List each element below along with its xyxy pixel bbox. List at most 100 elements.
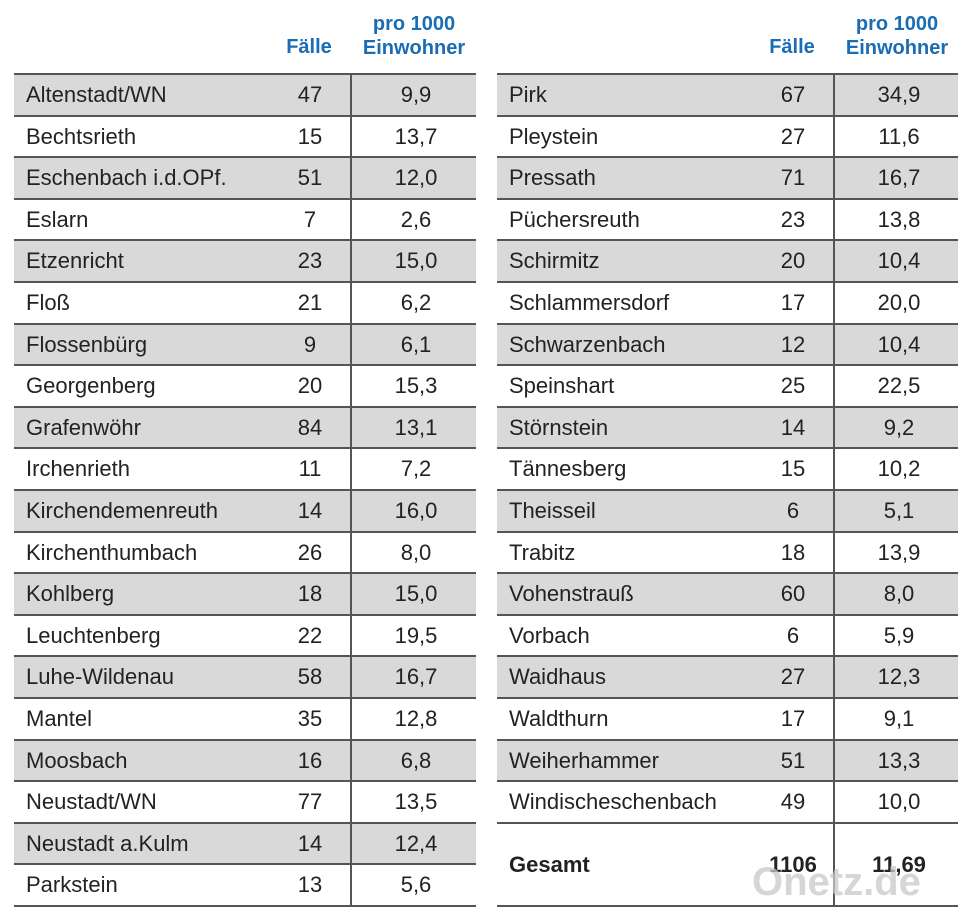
per-1000: 10,2 [877,456,921,482]
cases: 11 [298,456,322,482]
table-row: Pressath 71 16,7 [497,158,958,200]
table-row: Grafenwöhr 84 13,1 [14,407,476,450]
municipality: Püchersreuth [509,206,640,232]
per-1000: 13,9 [877,539,921,565]
per-1000: 13,7 [394,123,438,149]
municipality: Irchenrieth [26,456,130,482]
municipality: Eslarn [26,206,89,232]
per-1000: 8,0 [400,539,432,565]
cases: 51 [780,747,806,773]
cases: 27 [780,664,806,690]
cases: 22 [297,622,323,648]
table-row: Waidhaus 27 12,3 [497,657,958,699]
cases: 14 [780,414,806,440]
municipality: Pirk [509,82,547,107]
municipality: Luhe-Wildenau [26,664,174,690]
municipality: Waldthurn [509,706,609,731]
table-row: Moosbach 16 6,8 [14,740,476,783]
table-row: Neustadt/WN 77 13,5 [14,782,476,824]
municipality: Schirmitz [509,248,600,274]
cases: 18 [297,581,323,607]
cases: 26 [297,539,323,565]
total-cases: 1106 [769,851,817,877]
per-1000: 5,6 [400,872,432,898]
per-1000: 9,1 [883,706,915,731]
municipality: Pleystein [509,123,599,149]
municipality: Floß [26,290,70,315]
municipality: Altenstadt/WN [26,82,167,107]
cases: 58 [297,664,323,690]
table-row: Tännesberg 15 10,2 [497,449,958,491]
cases: 12 [780,331,806,357]
municipality: Weiherhammer [509,747,659,773]
per-1000: 15,0 [394,248,438,274]
municipality: Eschenbach i.d.OPf. [26,165,227,191]
per-1000: 13,5 [394,789,438,815]
total-label: Gesamt [509,851,590,877]
table-row: Floß 21 6,2 [14,283,476,325]
per-1000: 12,4 [394,830,438,856]
table-row: Bechtsrieth 15 13,7 [14,116,476,159]
per-1000: 22,5 [877,373,921,399]
per-1000: 7,2 [400,456,432,482]
cases: 20 [780,248,806,274]
cases: 27 [780,123,806,149]
cases: 60 [780,581,806,607]
table-row: Flossenbürg 9 6,1 [14,324,476,367]
per-1000: 10,0 [877,789,921,815]
municipality: Grafenwöhr [26,414,141,440]
cases: 25 [780,373,806,399]
cases: 20 [297,373,323,399]
municipality: Schwarzenbach [509,331,666,357]
column-divider [833,75,835,907]
municipality: Pressath [509,165,596,191]
cases: 17 [780,706,806,731]
total-row: Gesamt 1106 11,69 [497,823,958,907]
municipality: Flossenbürg [26,331,148,357]
header-pro: pro 1000 [372,13,456,35]
municipality: Kirchendemenreuth [26,498,219,523]
table-row: Schlammersdorf 17 20,0 [497,283,958,325]
table-row: Eslarn 7 2,6 [14,199,476,242]
municipality: Störnstein [509,414,609,440]
table-row: Kirchenthumbach 26 8,0 [14,532,476,575]
per-1000: 19,5 [394,622,438,648]
per-1000: 15,0 [394,581,438,607]
municipality: Theisseil [509,498,596,523]
cases: 23 [780,206,806,232]
table-row: Störnstein 14 9,2 [497,407,958,450]
table-row: Waldthurn 17 9,1 [497,699,958,741]
per-1000: 5,1 [883,498,915,523]
table-row: Vorbach 6 5,9 [497,615,958,658]
table-row: Pirk 67 34,9 [497,75,958,117]
per-1000: 13,8 [877,206,921,232]
municipality: Tännesberg [509,456,627,482]
cases: 35 [297,706,323,731]
cases: 84 [297,414,323,440]
municipality: Windischeschenbach [509,789,717,815]
per-1000: 13,1 [394,414,438,440]
municipality: Georgenberg [26,373,156,399]
table-row: Speinshart 25 22,5 [497,366,958,408]
municipality: Speinshart [509,373,615,399]
table-row: Pleystein 27 11,6 [497,116,958,159]
municipality: Neustadt/WN [26,789,157,815]
cases: 47 [297,82,323,107]
cases: 6 [786,498,800,523]
per-1000: 12,0 [394,165,438,191]
municipality: Bechtsrieth [26,123,137,149]
cases: 6 [786,622,800,648]
per-1000: 15,3 [394,373,438,399]
municipality: Vohenstrauß [509,581,634,607]
per-1000: 6,1 [400,331,432,357]
table-row: Schwarzenbach 12 10,4 [497,324,958,367]
table-row: Kohlberg 18 15,0 [14,574,476,616]
municipality: Mantel [26,706,93,731]
table-row: Weiherhammer 51 13,3 [497,740,958,783]
table-top-border [497,73,958,75]
per-1000: 16,7 [394,664,438,690]
table-row: Windischeschenbach 49 10,0 [497,782,958,824]
per-1000: 20,0 [877,290,921,315]
cases: 51 [297,165,323,191]
per-1000: 16,7 [877,165,921,191]
